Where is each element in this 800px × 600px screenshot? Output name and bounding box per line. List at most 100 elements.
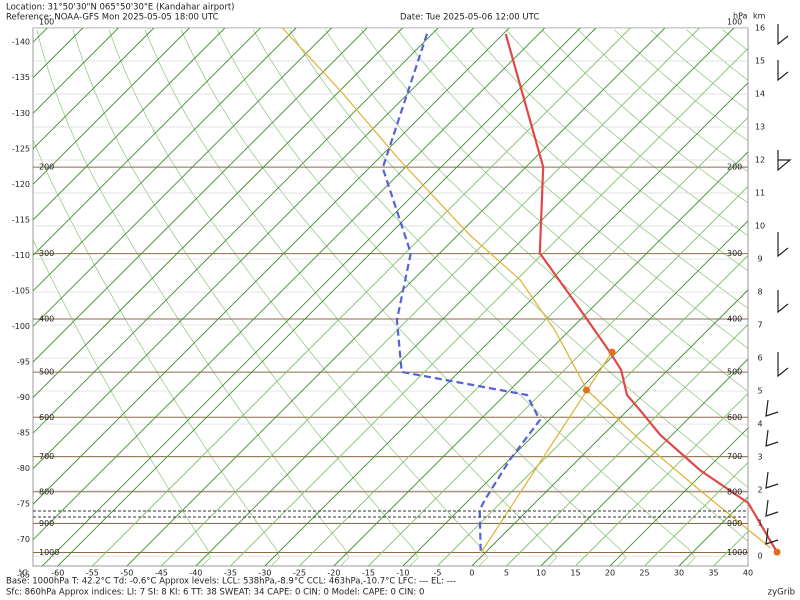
- pressure-tick-label: 800: [727, 487, 742, 496]
- profile-line: [504, 33, 778, 553]
- pressure-tick-label: 400: [39, 314, 54, 323]
- pressure-tick-label: 900: [39, 519, 54, 528]
- height-tick-label: 0: [757, 552, 762, 561]
- dry-adiabat: [795, 30, 800, 566]
- dry-adiabat: [72, 29, 419, 566]
- pressure-tick-label: 300: [727, 249, 742, 258]
- pressure-tick-label: 200: [39, 163, 54, 172]
- isotherm: [33, 28, 368, 363]
- pressure-tick-label: 600: [727, 413, 742, 422]
- dry-adiabat: [252, 29, 748, 542]
- wind-barb: [765, 499, 779, 517]
- isotherm: [41, 28, 581, 566]
- x-tick-label: -60: [51, 569, 64, 578]
- dry-adiabat: [325, 29, 748, 439]
- pressure-tick-label: 500: [727, 368, 742, 377]
- height-tick-label: 4: [757, 420, 762, 429]
- wind-barb: [765, 429, 779, 447]
- height-tick-label: 3: [757, 453, 762, 462]
- level-point: [608, 348, 616, 356]
- dry-adiabat: [361, 29, 748, 392]
- isotherm: [92, 28, 631, 566]
- height-tick-label: 13: [755, 123, 765, 132]
- wind-barb: [777, 24, 789, 46]
- height-tick-label: 8: [757, 288, 762, 297]
- height-tick-label: 11: [755, 189, 765, 198]
- y2-tick-label: -85: [17, 429, 30, 438]
- dry-adiabat: [397, 29, 748, 349]
- y2-tick-label: -90: [17, 393, 30, 402]
- isotherm: [33, 28, 474, 469]
- x-tick-label: 35: [708, 569, 718, 578]
- y2-tick-label: -65: [17, 571, 30, 580]
- isotherm: [33, 28, 546, 541]
- grid: [33, 28, 800, 566]
- isotherm: [437, 254, 748, 566]
- pressure-tick-label: 800: [39, 487, 54, 496]
- isotherm: [33, 28, 48, 43]
- dry-adiabat: [144, 29, 558, 566]
- x-tick-label: -50: [120, 569, 133, 578]
- height-tick-label: 15: [755, 57, 765, 66]
- height-tick-label: 12: [755, 156, 765, 165]
- isotherm: [33, 28, 119, 114]
- x-tick-label: -20: [327, 569, 340, 578]
- height-tick-label: 2: [757, 486, 762, 495]
- isotherm: [264, 82, 748, 566]
- dry-adiabat: [216, 29, 696, 566]
- level-point: [773, 548, 781, 556]
- pressure-tick-label: 600: [39, 413, 54, 422]
- wind-barb: [765, 527, 779, 545]
- profile-line: [480, 351, 613, 554]
- height-tick-label: 14: [755, 90, 765, 99]
- pressure-tick-label: 900: [727, 519, 742, 528]
- isotherm: [161, 28, 700, 566]
- footer-line: Sfc: 860hPa Approx indices: LI: 7 SI: 8 …: [6, 588, 424, 598]
- x-tick-label: -15: [362, 569, 375, 578]
- wind-barb: [765, 471, 779, 489]
- wind-barb: [777, 150, 792, 172]
- dry-adiabat: [614, 29, 748, 142]
- x-tick-label: 30: [674, 569, 684, 578]
- x-tick-label: 15: [570, 569, 580, 578]
- profile-line: [282, 27, 771, 549]
- dry-adiabat: [541, 29, 748, 204]
- dry-adiabat: [759, 30, 800, 566]
- isotherm: [402, 220, 748, 566]
- height-tick-label: 10: [755, 222, 765, 231]
- pressure-unit: hPa: [733, 12, 748, 21]
- y2-tick-label: -125: [12, 144, 30, 153]
- isotherm: [126, 28, 666, 566]
- isotherm: [33, 28, 297, 292]
- pressure-tick-label: 700: [39, 452, 54, 461]
- wind-barb: [777, 60, 789, 82]
- isotherm: [575, 392, 748, 566]
- isotherm: [33, 28, 332, 327]
- x-tick-label: 0: [469, 569, 474, 578]
- wind-barb: [765, 399, 779, 417]
- dry-adiabat: [36, 29, 350, 566]
- x-tick-label: -5: [433, 569, 441, 578]
- pressure-tick-label: 1000: [39, 548, 59, 557]
- y2-tick-label: -80: [17, 464, 30, 473]
- dry-adiabat: [469, 29, 748, 272]
- pressure-tick-label: 300: [39, 249, 54, 258]
- x-tick-label: -35: [224, 569, 237, 578]
- pressure-tick-label: 700: [727, 452, 742, 461]
- isotherm: [33, 28, 261, 256]
- isotherm: [57, 28, 597, 566]
- isotherm: [299, 116, 748, 566]
- isotherm: [230, 47, 748, 566]
- x-tick-label: 20: [605, 569, 615, 578]
- isotherm: [33, 28, 403, 398]
- credit: zyGrib: [768, 588, 795, 598]
- pressure-tick-label: 400: [727, 314, 742, 323]
- x-tick-label: -25: [293, 569, 306, 578]
- location: Location: 31°50'30"N 065°50'30"E (Kandah…: [6, 3, 234, 13]
- y2-tick-label: -105: [12, 286, 30, 295]
- footer-line: Base: 1000hPa T: 42.2°C Td: -0.6°C Appro…: [6, 577, 456, 587]
- isotherm: [368, 185, 748, 566]
- y2-tick-label: -130: [12, 109, 30, 118]
- isotherm: [33, 28, 84, 79]
